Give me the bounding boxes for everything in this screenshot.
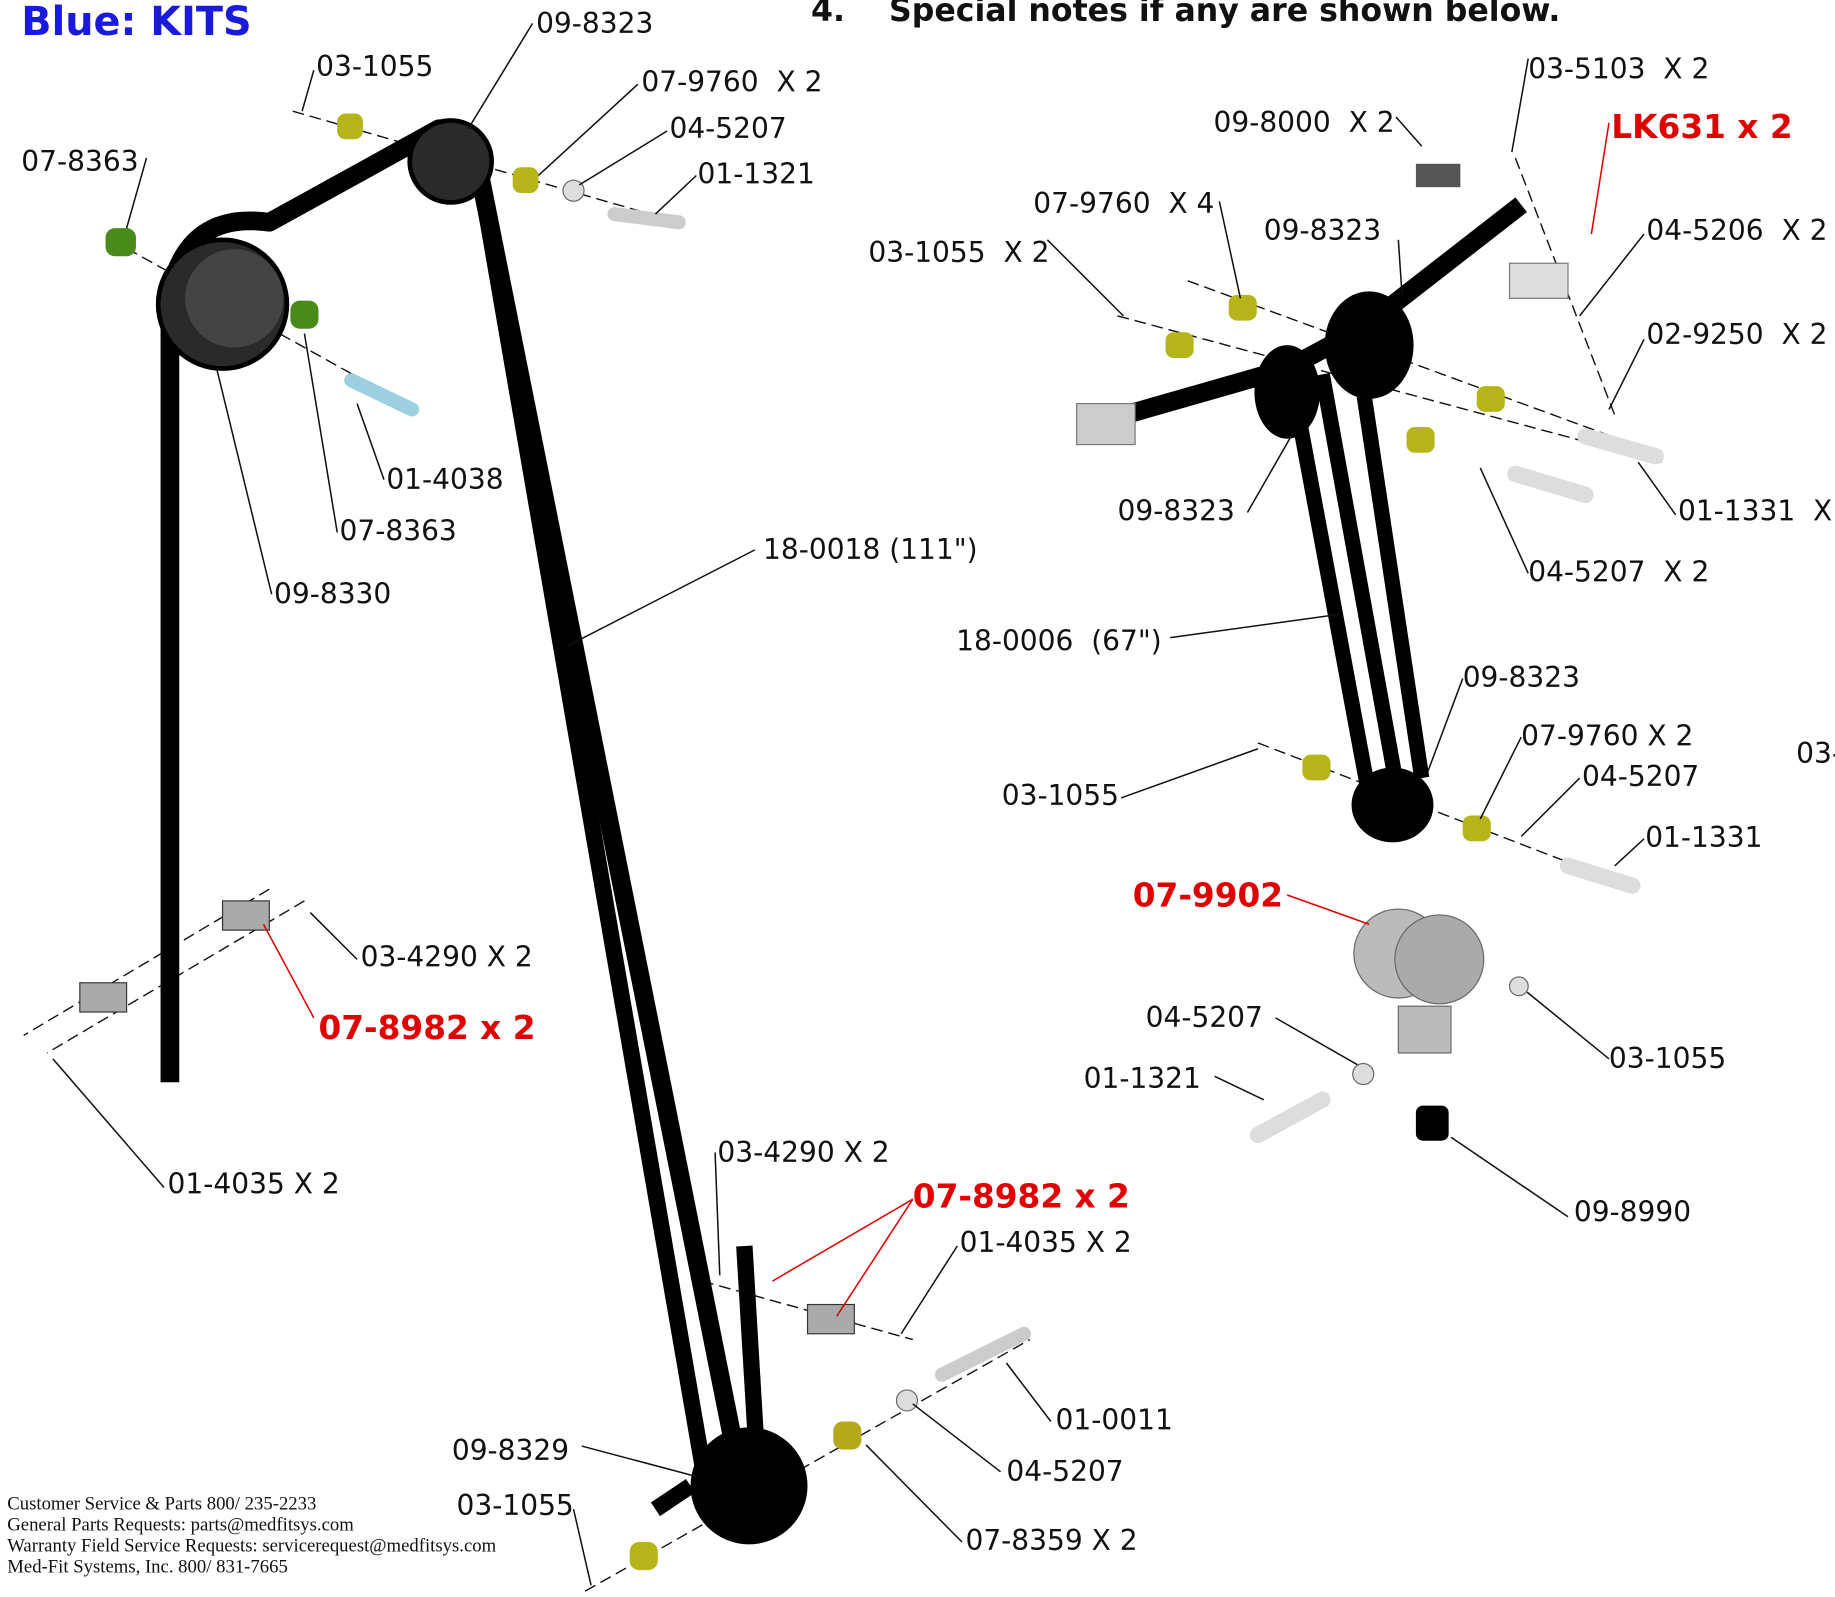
callout: 09-8329 <box>452 1434 569 1467</box>
callout: 07-9760 X 2 <box>641 65 822 98</box>
nut <box>1510 977 1529 996</box>
callout: 03-1055 <box>1609 1042 1726 1075</box>
callout-highlight: 07-9902 <box>1133 877 1283 915</box>
callout: 03- <box>1796 737 1835 770</box>
callout: 09-8323 <box>1463 661 1580 694</box>
footer-line: General Parts Requests: parts@medfitsys.… <box>7 1514 354 1535</box>
bushing <box>1166 332 1194 358</box>
pulley-bracket <box>1395 915 1484 1004</box>
title: Blue: KITS <box>21 0 251 45</box>
diagram: Blue: KITS 4. Special notes if any are s… <box>0 0 1835 1597</box>
callout: 04-5207 <box>1582 760 1699 793</box>
callout: 07-9760 X 4 <box>1033 187 1214 220</box>
plate <box>808 1305 855 1334</box>
callout-highlight: 07-8982 x 2 <box>318 1009 535 1047</box>
callout: 04-5206 X 2 <box>1646 214 1827 247</box>
pulley <box>1254 345 1320 439</box>
pulley-hub <box>185 249 283 347</box>
callout: 18-0018 (111") <box>763 533 978 566</box>
bushing <box>1477 386 1505 412</box>
callout-highlight: 07-8982 x 2 <box>913 1177 1130 1215</box>
pulley <box>1352 767 1434 842</box>
callout-highlight: LK631 x 2 <box>1611 108 1792 146</box>
bolt <box>1568 866 1632 886</box>
callout: 01-1321 <box>698 158 815 191</box>
callout: 07-8363 <box>21 145 138 178</box>
washer <box>896 1390 917 1411</box>
callout: 01-0011 <box>1056 1404 1173 1437</box>
callout: 04-5207 <box>1146 1001 1263 1034</box>
bracket <box>1077 404 1135 445</box>
callout: 04-5207 <box>669 112 786 145</box>
callout: 09-8323 <box>1118 495 1235 528</box>
bushing <box>106 228 136 256</box>
bolt <box>1258 1100 1322 1135</box>
footer-line: Warranty Field Service Requests: service… <box>7 1535 496 1556</box>
callout: 03-1055 <box>1002 779 1119 812</box>
callout: 09-8000 X 2 <box>1214 106 1395 139</box>
callout: 04-5207 <box>1006 1455 1123 1488</box>
callout: 03-1055 <box>457 1489 574 1522</box>
bolt <box>614 214 678 222</box>
callout: 18-0006 (67") <box>956 624 1162 657</box>
callout: 09-8990 <box>1574 1195 1691 1228</box>
pulley <box>410 121 492 203</box>
callout: 04-5207 X 2 <box>1528 555 1709 588</box>
bushing <box>1229 295 1257 321</box>
callout: 07-8363 <box>340 515 457 548</box>
callout: 03-4290 X 2 <box>361 940 533 973</box>
callout: 01-1321 <box>1084 1062 1201 1095</box>
callout: 07-8359 X 2 <box>965 1524 1137 1557</box>
washer <box>1353 1063 1374 1084</box>
bushing <box>1407 427 1435 453</box>
callout: 09-8323 <box>536 7 653 40</box>
callout: 02-9250 X 2 <box>1646 318 1827 351</box>
footer-line: Customer Service & Parts 800/ 235-2233 <box>7 1493 316 1514</box>
callout: 09-8323 <box>1264 214 1381 247</box>
callout: 07-9760 X 2 <box>1521 719 1693 752</box>
bolt <box>942 1334 1024 1375</box>
bolt <box>1586 436 1656 456</box>
plate <box>223 901 270 930</box>
callout: 03-5103 X 2 <box>1528 52 1709 85</box>
callout: 01-1331 X <box>1678 495 1832 528</box>
bushing <box>1463 815 1491 841</box>
pulley-bracket <box>1398 1006 1451 1053</box>
bolt <box>351 380 412 409</box>
note: 4. Special notes if any are shown below. <box>811 0 1560 29</box>
page: {"header": {"title": "Blue: KITS", "note… <box>0 0 1835 1597</box>
callout: 03-1055 <box>316 50 433 83</box>
pulley <box>1325 291 1414 399</box>
plate <box>80 983 127 1012</box>
footer-line: Med-Fit Systems, Inc. 800/ 831-7665 <box>7 1556 288 1577</box>
bushing <box>833 1422 861 1450</box>
left-assembly-drawing <box>24 111 1030 1591</box>
callout: 01-4038 <box>386 463 503 496</box>
callout: 01-1331 <box>1645 821 1762 854</box>
bushing <box>290 301 318 329</box>
bracket <box>1510 263 1568 298</box>
bolt <box>1515 474 1585 495</box>
bushing <box>337 113 363 139</box>
callout: 03-1055 X 2 <box>868 236 1049 269</box>
right-assembly-drawing <box>1077 158 1662 1141</box>
clip <box>1416 164 1460 187</box>
callout: 03-4290 X 2 <box>717 1136 889 1169</box>
callout: 01-4035 X 2 <box>168 1167 340 1200</box>
pulley <box>691 1427 808 1544</box>
bushing <box>513 167 539 193</box>
bushing <box>630 1542 658 1570</box>
callout: 09-8330 <box>274 578 391 611</box>
callout: 01-4035 X 2 <box>960 1226 1132 1259</box>
bushing <box>1302 755 1330 781</box>
roller <box>1416 1106 1449 1141</box>
